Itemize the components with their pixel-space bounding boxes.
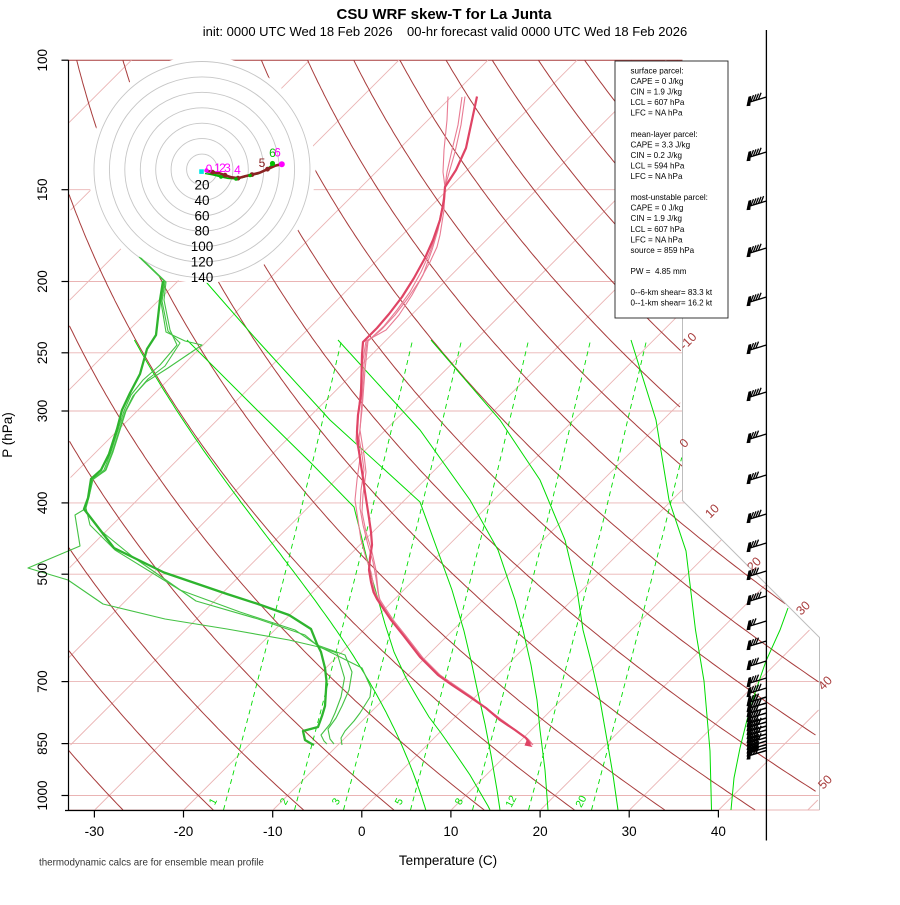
svg-text:20: 20	[194, 177, 209, 192]
svg-text:1: 1	[207, 796, 220, 807]
svg-text:-10: -10	[263, 824, 283, 839]
svg-text:3: 3	[330, 796, 343, 807]
svg-text:120: 120	[191, 255, 214, 270]
svg-text:20: 20	[573, 793, 589, 809]
svg-text:100: 100	[35, 49, 50, 72]
svg-text:5: 5	[259, 156, 266, 170]
svg-text:250: 250	[35, 342, 50, 365]
svg-text:2: 2	[219, 161, 226, 175]
svg-text:20: 20	[533, 824, 548, 839]
svg-text:LFC = NA hPa: LFC = NA hPa	[631, 235, 683, 244]
svg-text:30: 30	[622, 824, 637, 839]
svg-text:-30: -30	[85, 824, 105, 839]
svg-text:most-unstable parcel:: most-unstable parcel:	[631, 193, 708, 202]
svg-text:Temperature (C): Temperature (C)	[399, 853, 497, 868]
svg-text:CIN = 0.2 J/kg: CIN = 0.2 J/kg	[631, 151, 683, 160]
svg-text:60: 60	[194, 208, 209, 223]
svg-text:140: 140	[191, 270, 214, 285]
svg-text:4: 4	[234, 163, 241, 177]
svg-text:40: 40	[194, 193, 209, 208]
svg-text:0--1-km shear= 16.2 kt: 0--1-km shear= 16.2 kt	[631, 299, 713, 308]
svg-text:init: 0000 UTC Wed 18 Feb 2026: init: 0000 UTC Wed 18 Feb 2026 00-hr for…	[203, 24, 687, 39]
svg-text:mean-layer parcel:: mean-layer parcel:	[631, 130, 698, 139]
svg-text:700: 700	[35, 670, 50, 693]
svg-text:CIN = 1.9 J/kg: CIN = 1.9 J/kg	[631, 88, 683, 97]
svg-text:200: 200	[35, 270, 50, 293]
svg-text:CAPE = 0 J/kg: CAPE = 0 J/kg	[631, 77, 684, 86]
svg-text:2: 2	[278, 796, 291, 807]
svg-text:P (hPa): P (hPa)	[0, 412, 15, 458]
svg-text:850: 850	[35, 732, 50, 755]
svg-text:400: 400	[35, 492, 50, 515]
svg-text:CAPE = 3.3 J/kg: CAPE = 3.3 J/kg	[631, 140, 691, 149]
svg-text:thermodynamic calcs are for en: thermodynamic calcs are for ensemble mea…	[39, 858, 264, 869]
svg-text:1: 1	[214, 161, 221, 175]
svg-text:12: 12	[503, 793, 519, 809]
svg-text:300: 300	[35, 400, 50, 423]
svg-text:8: 8	[453, 796, 466, 807]
svg-text:5: 5	[393, 796, 406, 807]
svg-text:source = 859 hPa: source = 859 hPa	[631, 246, 695, 255]
svg-text:80: 80	[194, 224, 209, 239]
svg-text:PW = 4.85 mm: PW = 4.85 mm	[631, 267, 687, 276]
svg-text:surface parcel:: surface parcel:	[631, 67, 684, 76]
svg-text:6: 6	[269, 146, 276, 160]
svg-text:LCL = 594 hPa: LCL = 594 hPa	[631, 161, 685, 170]
svg-text:LCL = 607 hPa: LCL = 607 hPa	[631, 98, 685, 107]
svg-text:500: 500	[35, 563, 50, 586]
svg-text:-20: -20	[174, 824, 194, 839]
svg-text:150: 150	[35, 178, 50, 201]
svg-text:0: 0	[206, 162, 213, 176]
svg-text:CSU WRF skew-T for La Junta: CSU WRF skew-T for La Junta	[336, 6, 552, 23]
svg-text:1000: 1000	[35, 780, 50, 810]
svg-text:0--6-km shear= 83.3 kt: 0--6-km shear= 83.3 kt	[631, 288, 713, 297]
svg-text:3: 3	[224, 161, 231, 175]
svg-text:6: 6	[274, 145, 281, 159]
svg-text:LFC = NA hPa: LFC = NA hPa	[631, 172, 683, 181]
svg-text:10: 10	[443, 824, 458, 839]
svg-text:CAPE = 0 J/kg: CAPE = 0 J/kg	[631, 204, 684, 213]
svg-text:LCL = 607 hPa: LCL = 607 hPa	[631, 225, 685, 234]
svg-text:CIN = 1.9 J/kg: CIN = 1.9 J/kg	[631, 214, 683, 223]
svg-text:0: 0	[358, 824, 366, 839]
svg-text:40: 40	[711, 824, 726, 839]
svg-text:LFC = NA hPa: LFC = NA hPa	[631, 109, 683, 118]
svg-text:100: 100	[191, 239, 214, 254]
